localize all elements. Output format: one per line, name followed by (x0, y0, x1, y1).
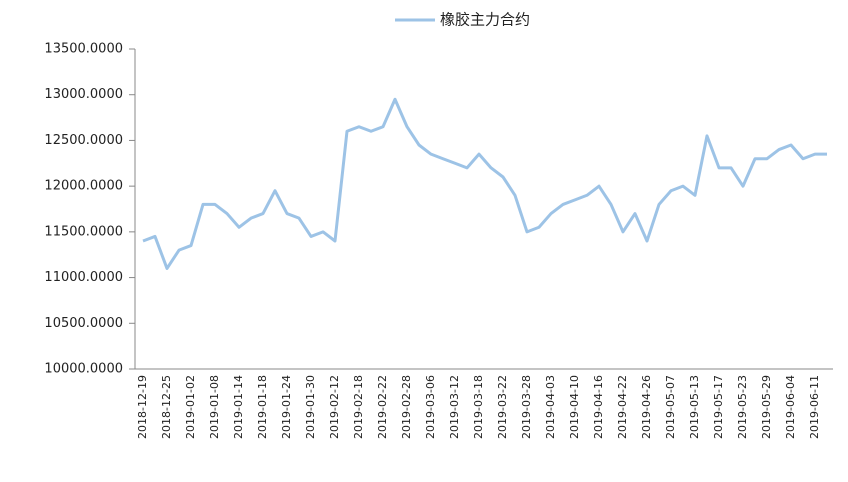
x-tick-label: 2019-04-26 (640, 375, 653, 439)
x-tick-label: 2019-03-22 (496, 375, 509, 439)
legend-label: 橡胶主力合约 (440, 11, 530, 29)
x-tick-label: 2019-05-07 (664, 375, 677, 439)
x-tick-label: 2019-05-17 (712, 375, 725, 439)
x-tick-label: 2019-02-18 (352, 375, 365, 439)
x-tick-label: 2019-03-06 (424, 375, 437, 439)
x-tick-label: 2019-02-28 (400, 375, 413, 439)
x-tick-label: 2019-06-11 (808, 375, 821, 439)
x-tick-label: 2019-02-12 (328, 375, 341, 439)
y-tick-label: 11500.0000 (44, 224, 123, 239)
y-tick-label: 11000.0000 (44, 270, 123, 285)
line (142, 97, 827, 270)
y-tick-label: 10500.0000 (44, 316, 123, 331)
x-tick-label: 2019-05-29 (760, 375, 773, 439)
x-tick-label: 2019-01-08 (208, 375, 221, 439)
x-tick-label: 2019-01-02 (184, 375, 197, 439)
x-tick-label: 2019-02-22 (376, 375, 389, 439)
x-tick-label: 2019-04-16 (592, 375, 605, 439)
x-tick-label: 2019-03-28 (520, 375, 533, 439)
y-tick-label: 13000.0000 (44, 87, 123, 102)
x-tick-label: 2019-03-12 (448, 375, 461, 439)
x-tick-label: 2019-01-24 (280, 375, 293, 439)
x-tick-label: 2018-12-25 (160, 375, 173, 439)
x-tick-label: 2019-04-03 (544, 375, 557, 439)
x-tick-label: 2019-01-14 (232, 375, 245, 439)
x-tick-label: 2019-03-18 (472, 375, 485, 439)
x-tick-label: 2019-01-18 (256, 375, 269, 439)
y-tick-label: 12000.0000 (44, 179, 123, 194)
y-tick-label: 13500.0000 (44, 42, 123, 57)
y-tick-label: 12500.0000 (44, 133, 123, 148)
x-tick-label: 2019-05-23 (736, 375, 749, 439)
x-tick-label: 2019-04-22 (616, 375, 629, 439)
x-tick-label: 2019-06-04 (784, 375, 797, 439)
y-tick-label: 10000.0000 (44, 362, 123, 377)
x-tick-label: 2019-05-13 (688, 375, 701, 439)
x-tick-label: 2019-01-30 (304, 375, 317, 439)
x-tick-label: 2018-12-19 (136, 375, 149, 439)
x-tick-label: 2019-04-10 (568, 375, 581, 439)
